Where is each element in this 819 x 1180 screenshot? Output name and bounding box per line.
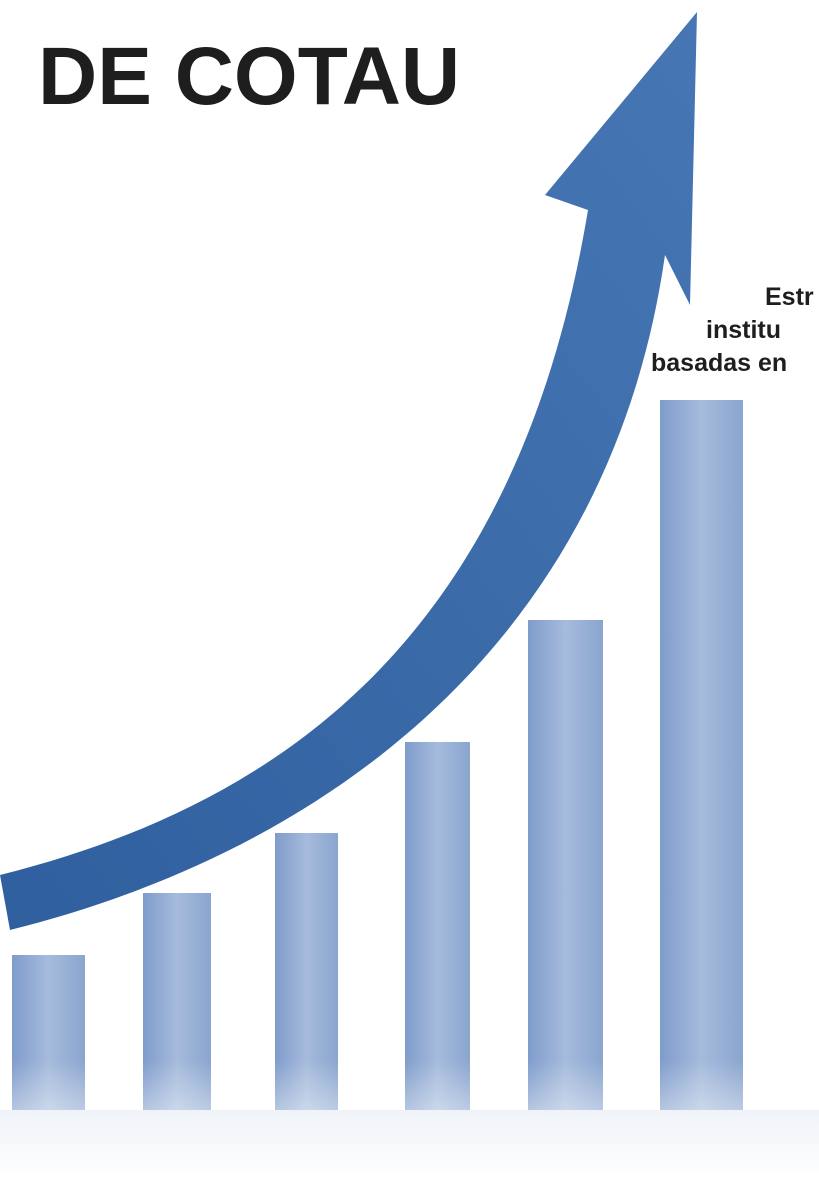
fade [0,1060,819,1180]
bars [0,400,819,1180]
side-text: institu [706,316,781,344]
arrow [0,12,697,930]
side-text: Estr [765,283,814,311]
side-text: basadas en [651,349,787,377]
bar [405,742,470,1110]
bar [528,620,603,1110]
title: DE COTAU [38,31,460,122]
bar [660,400,743,1110]
